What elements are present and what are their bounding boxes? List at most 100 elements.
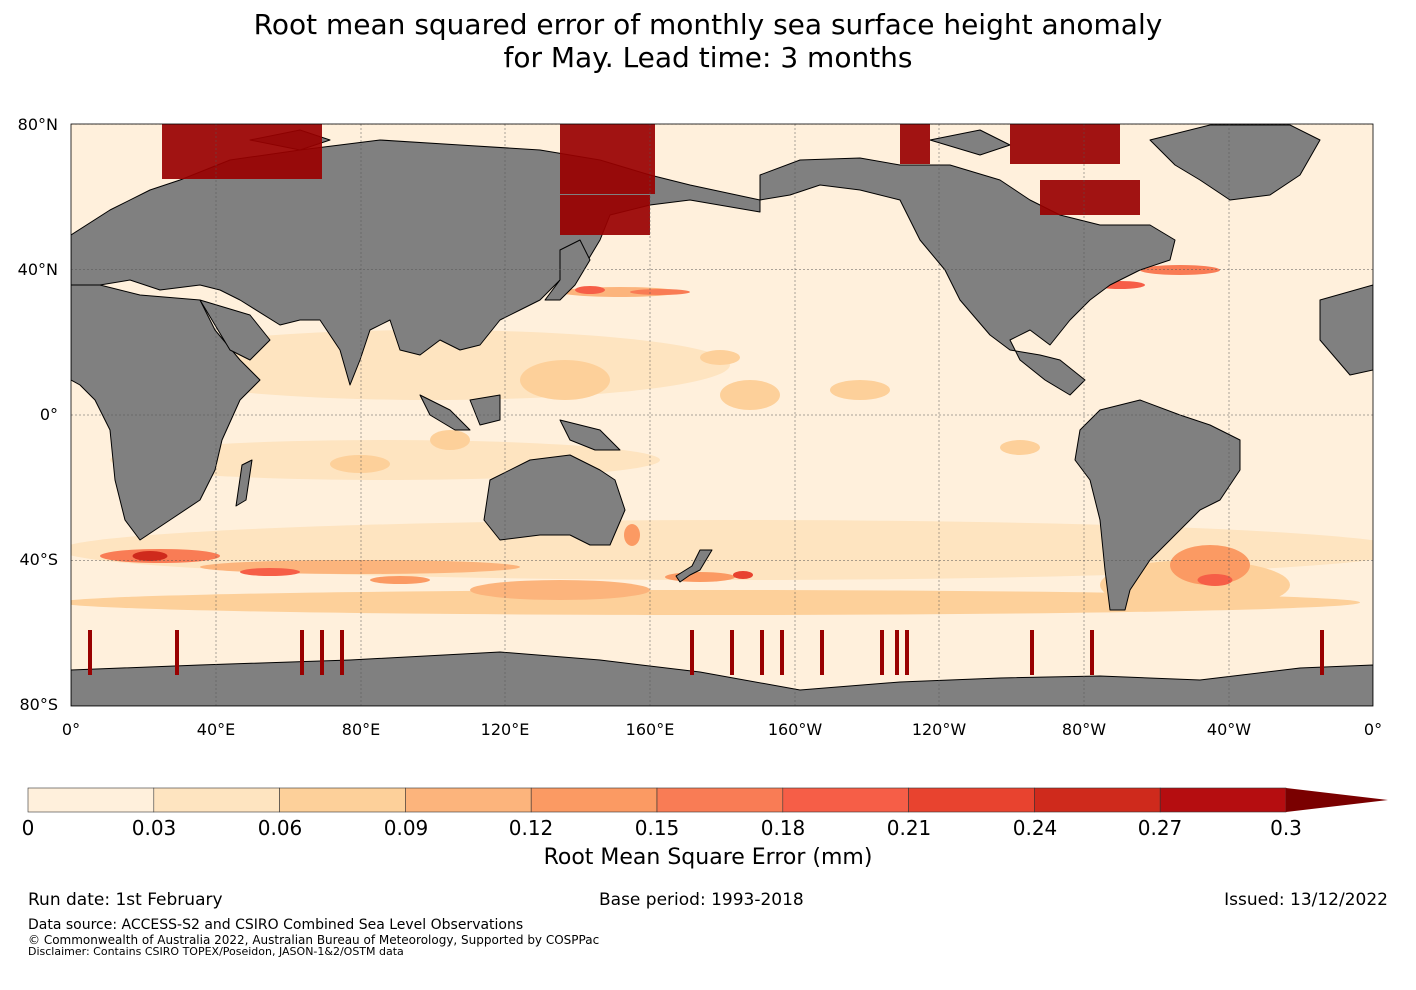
colorbar-segment-7 — [908, 787, 1035, 813]
land-australia — [483, 454, 626, 546]
southern-high-error-2 — [300, 630, 304, 675]
graticule — [71, 124, 1373, 706]
error-hotspot-8 — [1170, 545, 1250, 585]
run-date: Run date: 1st February — [28, 890, 223, 910]
lat-label-40n: 40°N — [17, 260, 58, 279]
land-greenland — [1149, 124, 1321, 201]
colorbar-extend-arrow — [1286, 788, 1388, 812]
cb-tick-8: 0.24 — [1012, 816, 1058, 840]
southern-high-error-0 — [88, 630, 92, 675]
error-band-11 — [71, 590, 1360, 615]
error-hotspot-10 — [1140, 265, 1220, 275]
land-antarctica — [71, 651, 1373, 706]
southern-high-error-8 — [780, 630, 784, 675]
error-band-4 — [330, 455, 390, 473]
southern-high-error-4 — [340, 630, 344, 675]
cb-tick-6: 0.18 — [760, 816, 806, 840]
lon-label-120e: 120°E — [480, 720, 530, 739]
southern-high-error-9 — [820, 630, 824, 675]
cb-tick-9: 0.27 — [1137, 816, 1183, 840]
colorbar-segment-8 — [1034, 787, 1161, 813]
southern-high-error-6 — [730, 630, 734, 675]
lat-label-80s: 80°S — [19, 695, 58, 714]
error-hotspot-5 — [240, 568, 300, 576]
arctic-high-error-0 — [162, 124, 322, 179]
southern-high-error-10 — [880, 630, 884, 675]
lon-label-80e: 80°E — [341, 720, 381, 739]
southern-high-error-11 — [895, 630, 899, 675]
error-hotspot-4 — [132, 551, 168, 561]
colorbar-segment-4 — [530, 787, 658, 813]
error-band-5 — [430, 430, 470, 450]
error-band-12 — [470, 580, 650, 600]
lon-label-40e: 40°E — [196, 720, 236, 739]
error-hotspot-7 — [733, 571, 753, 579]
error-hotspot-13 — [624, 524, 640, 546]
land-arabia — [199, 299, 271, 361]
colorbar-segment-5 — [656, 787, 784, 813]
lon-label-160w: 160°W — [767, 720, 823, 739]
southern-high-error-3 — [320, 630, 324, 675]
land-europe-west — [1319, 284, 1373, 376]
error-hotspot-6 — [665, 572, 735, 582]
southern-high-error-5 — [690, 630, 694, 675]
southern-high-error-14 — [1090, 630, 1094, 675]
lat-label-40s: 40°S — [19, 550, 58, 569]
base-period: Base period: 1993-2018 — [599, 890, 804, 910]
land-madagascar — [235, 459, 253, 507]
southern-high-error-7 — [760, 630, 764, 675]
error-hotspot-2 — [630, 289, 690, 295]
error-band-7 — [830, 380, 890, 400]
title-line-2: for May. Lead time: 3 months — [503, 41, 913, 74]
colorbar-segment-2 — [279, 787, 406, 813]
land-japan — [544, 239, 591, 301]
arctic-high-error-2 — [900, 124, 930, 164]
map-panel: 80°N 40°N 0° 40°S 80°S 0° 40°E 80°E 120°… — [17, 115, 1383, 739]
arctic-high-error-4 — [1040, 180, 1140, 215]
land-new-guinea — [559, 419, 621, 451]
data-source: Data source: ACCESS-S2 and CSIRO Combine… — [28, 917, 524, 933]
southern-high-error-12 — [905, 630, 909, 675]
lat-label-eq: 0° — [39, 405, 58, 424]
southern-high-error-1 — [175, 630, 179, 675]
map-title: Root mean squared error of monthly sea s… — [0, 8, 1416, 74]
lon-label-80w: 80°W — [1061, 720, 1107, 739]
issued-date: Issued: 13/12/2022 — [1224, 890, 1388, 910]
colorbar-segment-3 — [405, 787, 532, 813]
colorbar-segments — [27, 787, 1287, 813]
colorbar-segment-1 — [153, 787, 280, 813]
colorbar-segment-0 — [27, 787, 155, 813]
southern-high-error-15 — [1320, 630, 1324, 675]
cb-tick-3: 0.09 — [383, 816, 429, 840]
land-sumatra-borneo — [419, 394, 501, 431]
colorbar-label: Root Mean Square Error (mm) — [543, 845, 873, 870]
lon-label-0: 0° — [61, 720, 81, 739]
lon-label-40w: 40°W — [1206, 720, 1252, 739]
error-hotspot-1 — [575, 286, 605, 294]
disclaimer: Disclaimer: Contains CSIRO TOPEX/Poseido… — [28, 945, 404, 958]
lat-label-80n: 80°N — [17, 115, 58, 134]
cb-tick-5: 0.15 — [634, 816, 680, 840]
lon-label-0-east: 0° — [1363, 720, 1383, 739]
land-layer — [71, 124, 1373, 706]
arctic-high-error-3 — [1010, 124, 1120, 164]
land-north-america — [759, 157, 1176, 396]
cb-tick-7: 0.21 — [886, 816, 932, 840]
error-hotspot-14 — [370, 576, 430, 584]
cb-tick-0: 0 — [21, 816, 35, 840]
lon-label-160e: 160°E — [625, 720, 675, 739]
lon-label-120w: 120°W — [911, 720, 967, 739]
error-band-8 — [1000, 440, 1040, 455]
cb-tick-4: 0.12 — [508, 816, 554, 840]
rmse-map — [70, 123, 1374, 707]
copyright: © Commonwealth of Australia 2022, Austra… — [28, 933, 600, 947]
colorbar — [27, 787, 1388, 813]
colorbar-segment-9 — [1159, 787, 1287, 813]
title-line-1: Root mean squared error of monthly sea s… — [253, 8, 1163, 41]
cb-tick-2: 0.06 — [257, 816, 303, 840]
cb-tick-1: 0.03 — [131, 816, 177, 840]
error-field-layer — [71, 265, 1373, 615]
map-frame — [70, 123, 1374, 707]
land-new-zealand — [675, 549, 713, 583]
southern-high-error-13 — [1030, 630, 1034, 675]
